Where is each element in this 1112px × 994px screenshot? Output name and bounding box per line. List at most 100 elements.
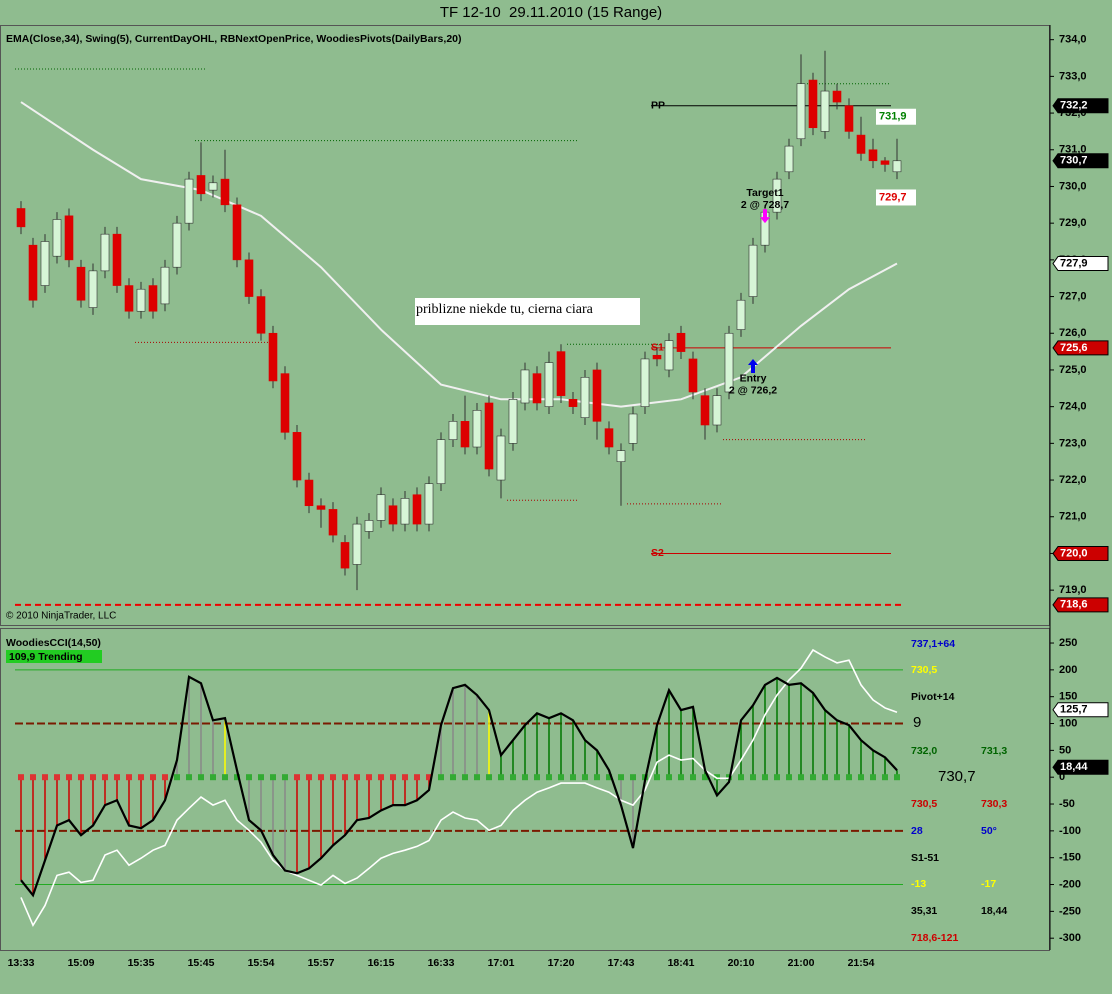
candle-body — [676, 332, 686, 352]
x-tick-label: 21:00 — [788, 957, 815, 969]
x-tick-label: 15:09 — [68, 957, 95, 969]
y-tick-label: 730,0 — [1059, 180, 1087, 192]
candle-body — [220, 178, 230, 206]
axis-marker-label: 718,6 — [1060, 599, 1088, 611]
candle-body — [628, 413, 638, 444]
axis-marker — [1052, 759, 1109, 775]
x-tick-label: 16:15 — [368, 957, 395, 969]
y-tick-label: 727,0 — [1059, 290, 1087, 302]
signal-arrow — [760, 209, 770, 224]
zero-marker — [810, 774, 816, 781]
zero-marker — [162, 774, 168, 781]
zero-marker — [138, 774, 144, 781]
candle-body — [880, 160, 890, 165]
candle-body — [808, 79, 818, 129]
y-tick-label: 725,0 — [1059, 364, 1087, 376]
axis-marker — [1052, 340, 1109, 356]
zero-marker — [258, 774, 264, 781]
y-tick-label: 250 — [1059, 637, 1077, 649]
zero-marker — [342, 774, 348, 781]
candle-body — [28, 244, 38, 301]
indicator-list: EMA(Close,34), Swing(5), CurrentDayOHL, … — [6, 33, 462, 45]
y-tick-label: -300 — [1059, 932, 1081, 944]
zero-marker — [282, 774, 288, 781]
next-open-label: 729,7 — [879, 191, 907, 203]
y-tick-label: 719,0 — [1059, 584, 1087, 596]
note-box — [415, 298, 640, 325]
zero-marker — [234, 774, 240, 781]
next-open-box — [876, 108, 916, 125]
candle-body — [448, 421, 458, 440]
side-label: 50° — [981, 825, 997, 837]
candle-body — [280, 373, 290, 433]
candle-body — [112, 233, 122, 286]
signal-arrow — [748, 358, 758, 373]
y-tick-label: -200 — [1059, 878, 1081, 890]
zero-marker — [318, 774, 324, 781]
side-label: 732,0 — [911, 745, 937, 757]
axis-marker — [1052, 702, 1109, 718]
candle-body — [328, 509, 338, 536]
zero-marker — [606, 774, 612, 781]
signal-label: Target1 — [746, 187, 783, 199]
zero-marker — [582, 774, 588, 781]
side-label: S1-51 — [911, 852, 939, 864]
zero-marker — [618, 774, 624, 781]
zero-marker — [270, 774, 276, 781]
y-tick-label: 722,0 — [1059, 474, 1087, 486]
side-label: 730,5 — [911, 664, 937, 676]
status-box — [6, 650, 102, 663]
candle-body — [844, 105, 854, 132]
candle-body — [556, 351, 566, 396]
candle-body — [604, 428, 614, 448]
zero-marker — [42, 774, 48, 781]
axis-marker-label: 720,0 — [1060, 547, 1088, 559]
candle-body — [652, 354, 662, 360]
axis-marker-label: 730,7 — [1060, 155, 1088, 167]
candle-body — [184, 178, 194, 224]
candle-body — [52, 219, 62, 257]
zero-marker — [66, 774, 72, 781]
zero-marker — [438, 774, 444, 781]
zero-marker — [846, 774, 852, 781]
zero-marker — [510, 774, 516, 781]
candle-body — [664, 340, 674, 371]
candle-body — [592, 369, 602, 422]
zero-marker — [18, 774, 24, 781]
zero-marker — [378, 774, 384, 781]
candle-body — [544, 362, 554, 407]
side-label: 718,6-121 — [911, 932, 958, 944]
x-tick-label: 17:01 — [488, 957, 515, 969]
y-tick-label: 723,0 — [1059, 437, 1087, 449]
candle-body — [316, 505, 326, 510]
candle-body — [124, 285, 134, 312]
axis-marker-label: 125,7 — [1060, 704, 1088, 716]
x-tick-label: 16:33 — [428, 957, 455, 969]
zero-marker — [150, 774, 156, 781]
candle-body — [892, 160, 902, 173]
candle-body — [304, 479, 314, 507]
side-label: 737,1+64 — [911, 638, 955, 650]
ema-line — [20, 101, 898, 408]
candle-body — [388, 505, 398, 525]
zero-marker — [78, 774, 84, 781]
zero-marker — [102, 774, 108, 781]
candle-body — [232, 204, 242, 261]
signal-text: 2 @ 726,2 — [729, 385, 777, 397]
zero-marker — [834, 774, 840, 781]
y-tick-label: 200 — [1059, 664, 1077, 676]
side-label: Pivot+14 — [911, 691, 955, 703]
axis-marker-label: 732,2 — [1060, 100, 1088, 112]
zero-marker — [558, 774, 564, 781]
zero-marker — [354, 774, 360, 781]
candle-body — [424, 483, 434, 525]
candle-body — [292, 432, 302, 481]
y-tick-label: 724,0 — [1059, 401, 1087, 413]
zero-marker — [750, 774, 756, 781]
candle-body — [532, 373, 542, 404]
candle-body — [496, 435, 506, 481]
y-tick-label: 721,0 — [1059, 511, 1087, 523]
zero-marker — [306, 774, 312, 781]
